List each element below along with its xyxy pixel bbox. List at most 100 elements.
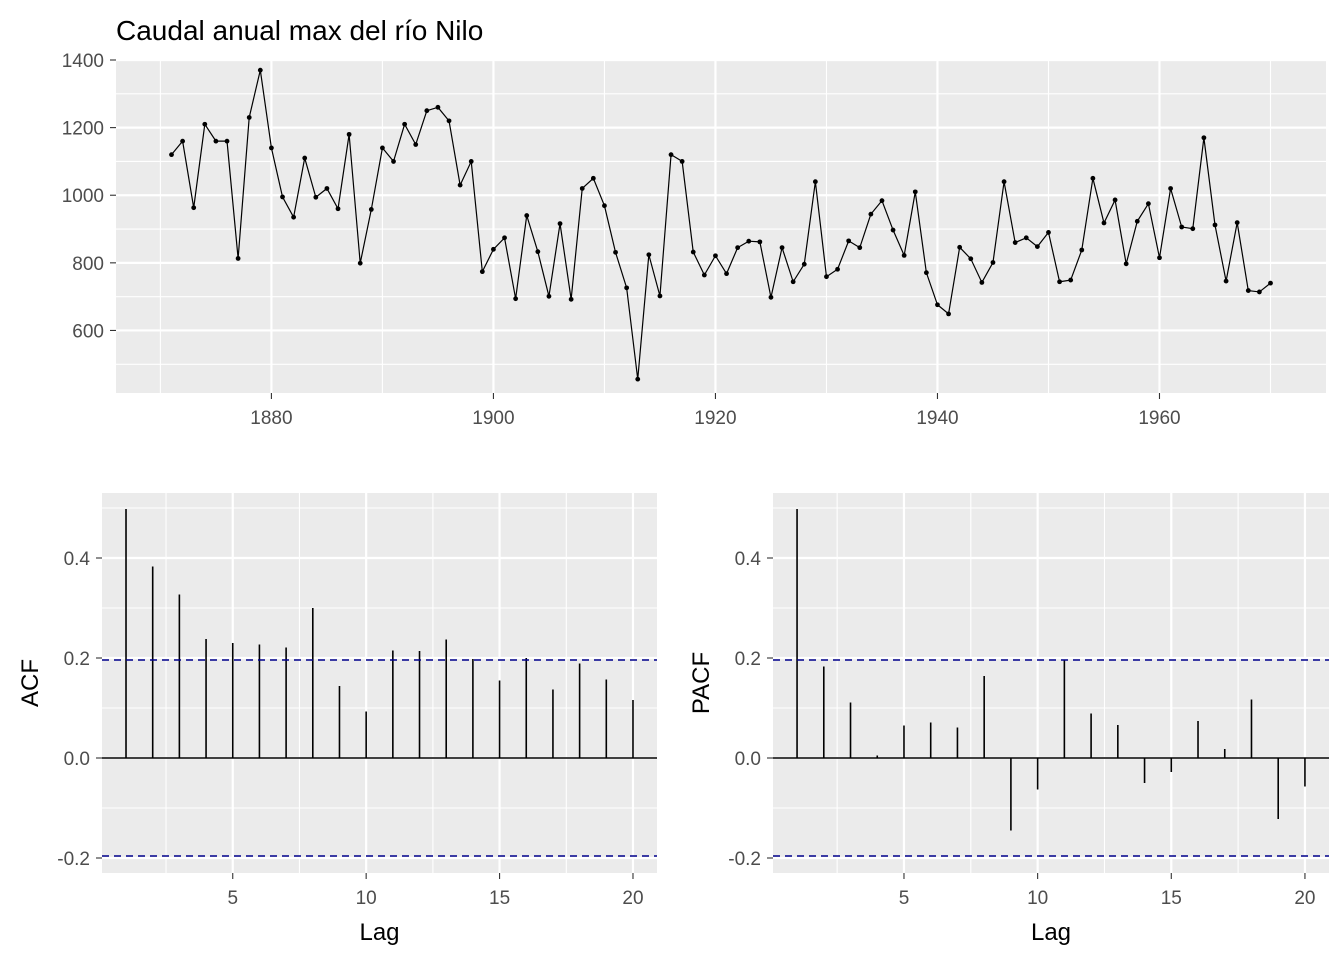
ts-chart-title: Caudal anual max del río Nilo: [116, 15, 483, 46]
ts-data-point: [1079, 247, 1085, 253]
ts-data-point: [169, 152, 174, 158]
acf-x-axis-title: Lag: [359, 919, 399, 946]
ts-data-point: [768, 294, 774, 300]
ts-data-point: [979, 280, 985, 285]
ts-data-point: [524, 213, 530, 218]
ts-data-point: [1134, 218, 1140, 224]
acf-y-tick-label: 0.4: [64, 549, 91, 570]
ts-x-tick-label: 1900: [472, 408, 514, 429]
ts-data-point: [557, 221, 563, 227]
ts-data-point: [590, 175, 596, 181]
ts-data-point: [413, 142, 419, 147]
ts-data-point: [457, 182, 463, 188]
ts-data-point: [846, 238, 852, 244]
ts-data-point: [357, 260, 363, 266]
ts-x-tick-label: 1920: [694, 408, 736, 429]
ts-data-point: [579, 186, 585, 191]
ts-data-point: [402, 121, 408, 127]
ts-data-point: [801, 261, 807, 267]
ts-data-point: [735, 245, 741, 251]
ts-data-point: [890, 227, 896, 233]
acf-y-tick-label: 0.0: [64, 749, 90, 770]
ts-plot-background: [116, 60, 1326, 393]
ts-data-point: [757, 239, 763, 245]
ts-data-point: [1168, 186, 1173, 191]
ts-y-tick-label: 800: [72, 254, 104, 275]
ts-data-point: [724, 271, 729, 277]
acf-x-tick-label: 5: [227, 888, 238, 909]
pacf-x-tick-label: 20: [1294, 888, 1315, 909]
ts-data-point: [502, 235, 507, 241]
acf-x-tick-label: 20: [622, 888, 643, 909]
ts-x-tick-label: 1880: [250, 408, 292, 429]
ts-data-point: [868, 211, 874, 217]
ts-data-point: [368, 207, 374, 212]
ts-data-point: [1245, 288, 1251, 293]
acf-y-tick-label: -0.2: [57, 849, 90, 870]
ts-data-point: [1112, 197, 1118, 203]
ts-data-point: [257, 67, 263, 73]
ts-x-tick-label: 1960: [1138, 408, 1180, 429]
ts-data-point: [1145, 201, 1151, 207]
time-series-panel: 600 800 1000 1200 1400 1880 1900 1920 1940 1960 Ca…: [62, 15, 1326, 429]
ts-data-point: [313, 194, 319, 200]
ts-y-tick-label: 600: [72, 321, 104, 342]
acf-x-tick-label: 15: [489, 888, 510, 909]
ts-data-point: [812, 179, 818, 185]
ts-data-point: [701, 272, 707, 278]
ts-data-point: [224, 138, 230, 144]
ts-data-point: [1001, 179, 1007, 185]
ts-data-point: [990, 260, 996, 265]
ts-data-point: [468, 159, 474, 164]
pacf-panel: -0.2 0.0 0.2 0.4 5 10 15 20 Lag PACF: [688, 493, 1329, 946]
ts-data-point: [901, 253, 907, 258]
ts-data-point: [1068, 277, 1074, 283]
ts-data-point: [269, 145, 274, 151]
ts-data-point: [235, 256, 241, 261]
ts-data-point: [380, 145, 385, 151]
ts-data-point: [1034, 244, 1040, 250]
ts-data-point: [912, 189, 918, 195]
pacf-y-tick-label: 0.4: [735, 549, 762, 570]
ts-data-point: [1012, 240, 1018, 245]
ts-data-point: [335, 206, 341, 212]
ts-data-point: [1101, 220, 1107, 226]
ts-data-point: [202, 121, 208, 127]
ts-series-line: [171, 70, 1271, 380]
ts-data-point: [1057, 279, 1062, 285]
ts-data-point: [790, 279, 796, 285]
ts-y-tick-label: 1400: [62, 51, 104, 72]
ts-data-point: [535, 249, 541, 255]
ts-data-point: [635, 376, 641, 382]
ts-y-tick-label: 1000: [62, 186, 104, 207]
pacf-plot-background: [773, 493, 1329, 873]
ts-data-point: [1123, 261, 1129, 267]
acf-plot-background: [102, 493, 657, 873]
ts-data-point: [1190, 226, 1196, 232]
ts-data-point: [213, 138, 219, 144]
ts-data-point: [613, 249, 618, 255]
ts-data-point: [291, 214, 297, 220]
ts-data-point: [391, 159, 396, 164]
ts-data-point: [779, 245, 785, 251]
acf-panel: -0.2 0.0 0.2 0.4 5 10 15 20 Lag ACF: [17, 493, 657, 946]
ts-data-point: [1223, 278, 1229, 284]
ts-data-point: [679, 159, 685, 164]
ts-data-point: [191, 205, 197, 211]
acf-y-tick-label: 0.2: [64, 649, 90, 670]
pacf-x-tick-label: 15: [1161, 888, 1182, 909]
ts-data-point: [968, 256, 974, 262]
pacf-y-axis-title: PACF: [688, 652, 715, 714]
ts-data-point: [1234, 220, 1240, 226]
ts-data-point: [246, 115, 252, 120]
ts-data-point: [479, 269, 485, 275]
ts-data-point: [180, 138, 186, 144]
ts-data-point: [713, 253, 718, 259]
ts-data-point: [1212, 222, 1218, 228]
ts-data-point: [690, 249, 696, 255]
pacf-x-axis-title: Lag: [1031, 919, 1071, 946]
ts-data-point: [280, 194, 285, 200]
ts-data-point: [1157, 255, 1162, 261]
